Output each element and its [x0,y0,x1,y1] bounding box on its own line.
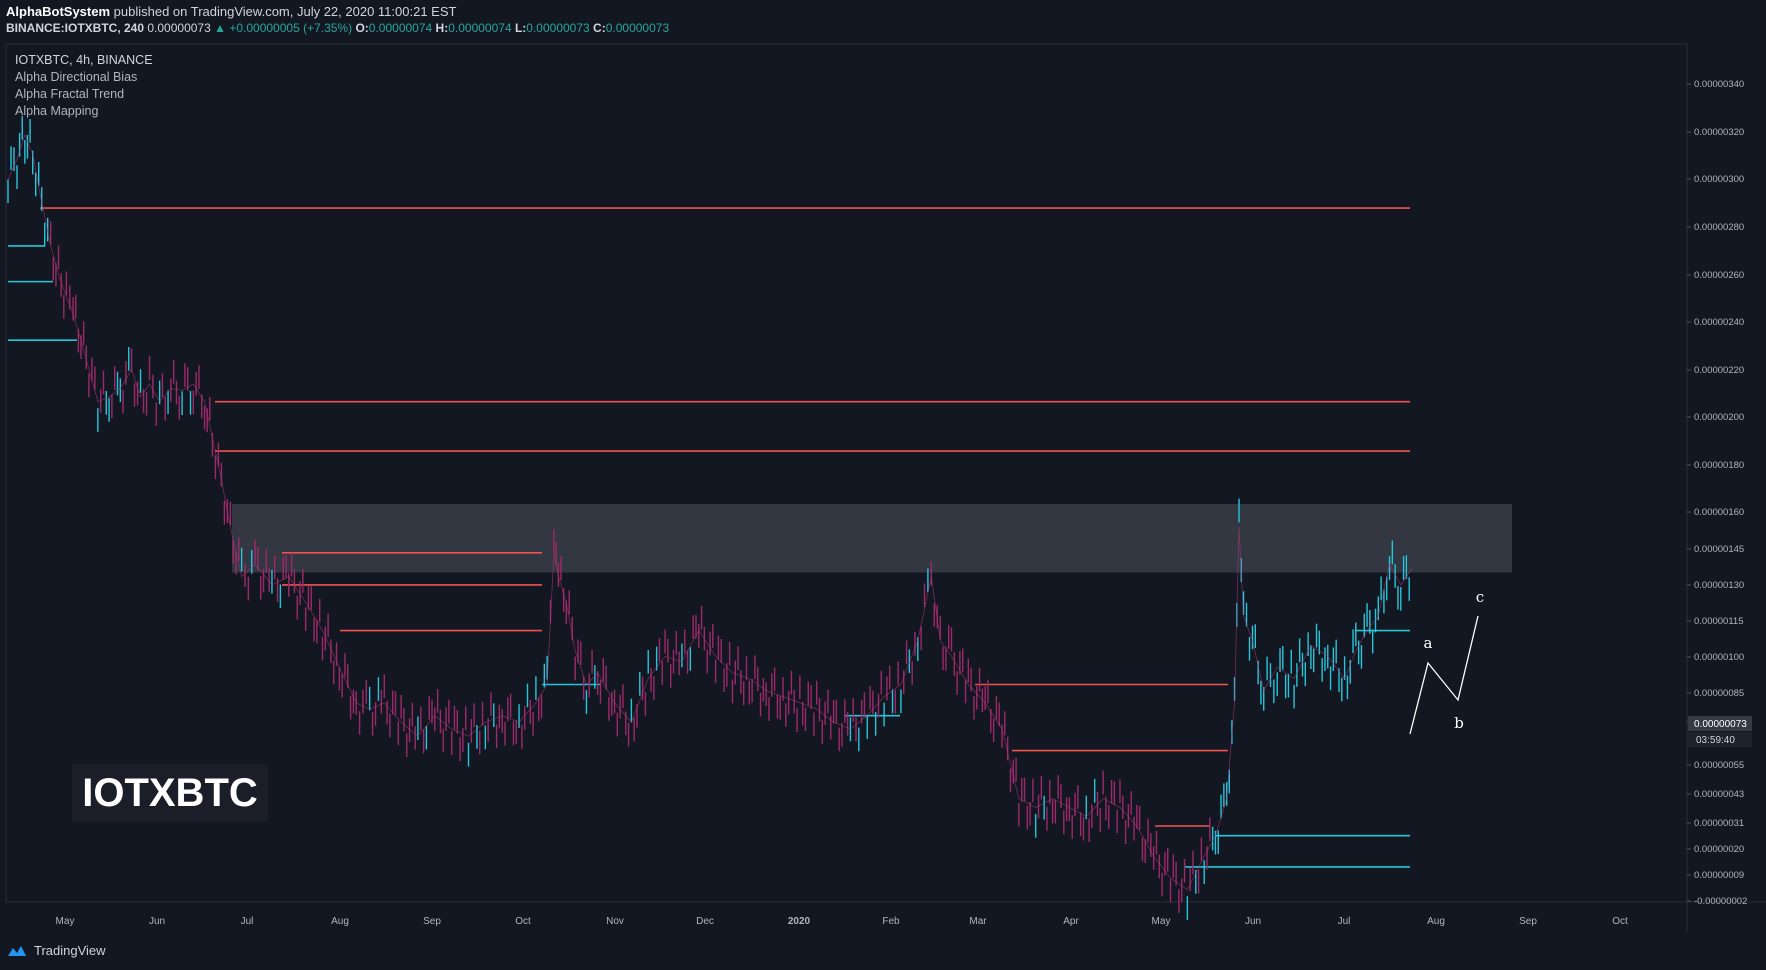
symbol-ohlc-bar: BINANCE:IOTXBTC, 240 0.00000073 ▲ +0.000… [6,21,669,35]
price-axis[interactable]: 0.00000340 0.00000320 0.00000300 0.00000280… [1687,79,1747,907]
x-tick-label: Oct [515,916,531,927]
x-tick-label: Jun [149,916,165,927]
y-tick-label: 0.00000009 [1694,870,1744,881]
x-tick-label: Jul [241,916,254,927]
low-value: 0.00000073 [526,21,590,35]
zone-rect [232,503,1512,573]
x-tick-label: Jun [1245,916,1261,927]
x-tick-label: Oct [1612,916,1628,927]
y-tick-label: 0.00000055 [1694,760,1744,771]
abc-wave-projection: a b c [1409,588,1484,735]
x-tick-label: 2020 [788,916,811,927]
y-tick-label: 0.00000220 [1694,365,1744,376]
x-tick-label: Sep [1519,916,1537,927]
y-tick-label: 0.00000300 [1694,174,1744,185]
close-value: 0.00000073 [605,21,670,35]
y-tick-label: 0.00000145 [1694,544,1744,555]
consolidation-zone [232,503,1512,573]
y-tick-label: 0.00000130 [1694,580,1744,591]
wave-path [1409,615,1479,735]
x-tick-label: Aug [331,916,349,927]
low-label: L: [514,21,527,35]
x-tick-label: May [1152,916,1171,927]
wave-label-a: a [1424,634,1433,652]
x-tick-label: Feb [882,916,900,927]
footer-brand[interactable]: TradingView [6,943,106,958]
indicator-mapping[interactable]: Alpha Mapping [15,104,99,118]
last-price-tag: 0.00000073 03:59:40 [1688,716,1752,747]
high-label: H: [435,21,449,35]
x-tick-label: Mar [969,916,987,927]
y-tick-label: 0.00000115 [1694,616,1744,627]
close-label: C: [593,21,606,35]
open-label: O: [355,21,369,35]
y-tick-label: 0.00000340 [1694,79,1744,90]
brand-text: TradingView [34,943,106,958]
y-tick-label: 0.00000031 [1694,818,1744,829]
last-price: 0.00000073 [147,21,211,35]
symbol-id: BINANCE:IOTXBTC, 240 [6,21,145,35]
countdown-box [1688,732,1752,747]
x-tick-label: Sep [423,916,441,927]
y-tick-label: 0.00000320 [1694,127,1744,138]
y-tick-label: 0.00000043 [1694,789,1744,800]
y-tick-label: 0.00000200 [1694,412,1744,423]
symbol-watermark-label: IOTXBTC [72,764,268,822]
x-tick-label: Apr [1063,916,1079,927]
x-tick-label: Dec [696,916,714,927]
indicator-fractal-trend[interactable]: Alpha Fractal Trend [15,87,125,101]
indicator-directional-bias[interactable]: Alpha Directional Bias [15,70,138,84]
price-series-line [7,133,1413,891]
y-tick-label: 0.00000260 [1694,270,1744,281]
last-price-box [1688,716,1752,731]
author-name[interactable]: AlphaBotSystem [6,4,111,19]
x-tick-label: Aug [1427,916,1445,927]
x-tick-label: Nov [606,916,624,927]
publish-date: published on TradingView.com, July 22, 2… [113,4,457,19]
price-change: ▲ +0.00000005 (+7.35%) [214,21,353,35]
x-tick-label: Jul [1338,916,1351,927]
support-resistance-levels [8,207,1410,868]
countdown-text: 03:59:40 [1696,735,1735,746]
legend-title: IOTXBTC, 4h, BINANCE [15,53,153,67]
high-value: 0.00000074 [448,21,512,35]
chart-legend: IOTXBTC, 4h, BINANCE Alpha Directional B… [15,52,153,120]
y-tick-label: 0.00000100 [1694,652,1744,663]
last-price-text: 0.00000073 [1694,719,1747,730]
y-tick-label: -0.00000002 [1694,896,1747,907]
wave-label-c: c [1476,588,1484,606]
y-tick-label: 0.00000020 [1694,844,1744,855]
price-candles [7,115,1413,920]
y-tick-label: 0.00000180 [1694,460,1744,471]
y-tick-label: 0.00000280 [1694,222,1744,233]
publish-info: AlphaBotSystem published on TradingView.… [6,4,456,19]
open-value: 0.00000074 [368,21,433,35]
y-tick-label: 0.00000160 [1694,507,1744,518]
x-tick-label: May [56,916,75,927]
wave-label-b: b [1454,714,1464,732]
tradingview-logo-icon [8,945,26,956]
time-axis[interactable]: May Jun Jul Aug Sep Oct Nov Dec 2020 Feb Mar Apr May… [56,916,1628,927]
y-tick-label: 0.00000085 [1694,688,1744,699]
y-tick-label: 0.00000240 [1694,317,1744,328]
